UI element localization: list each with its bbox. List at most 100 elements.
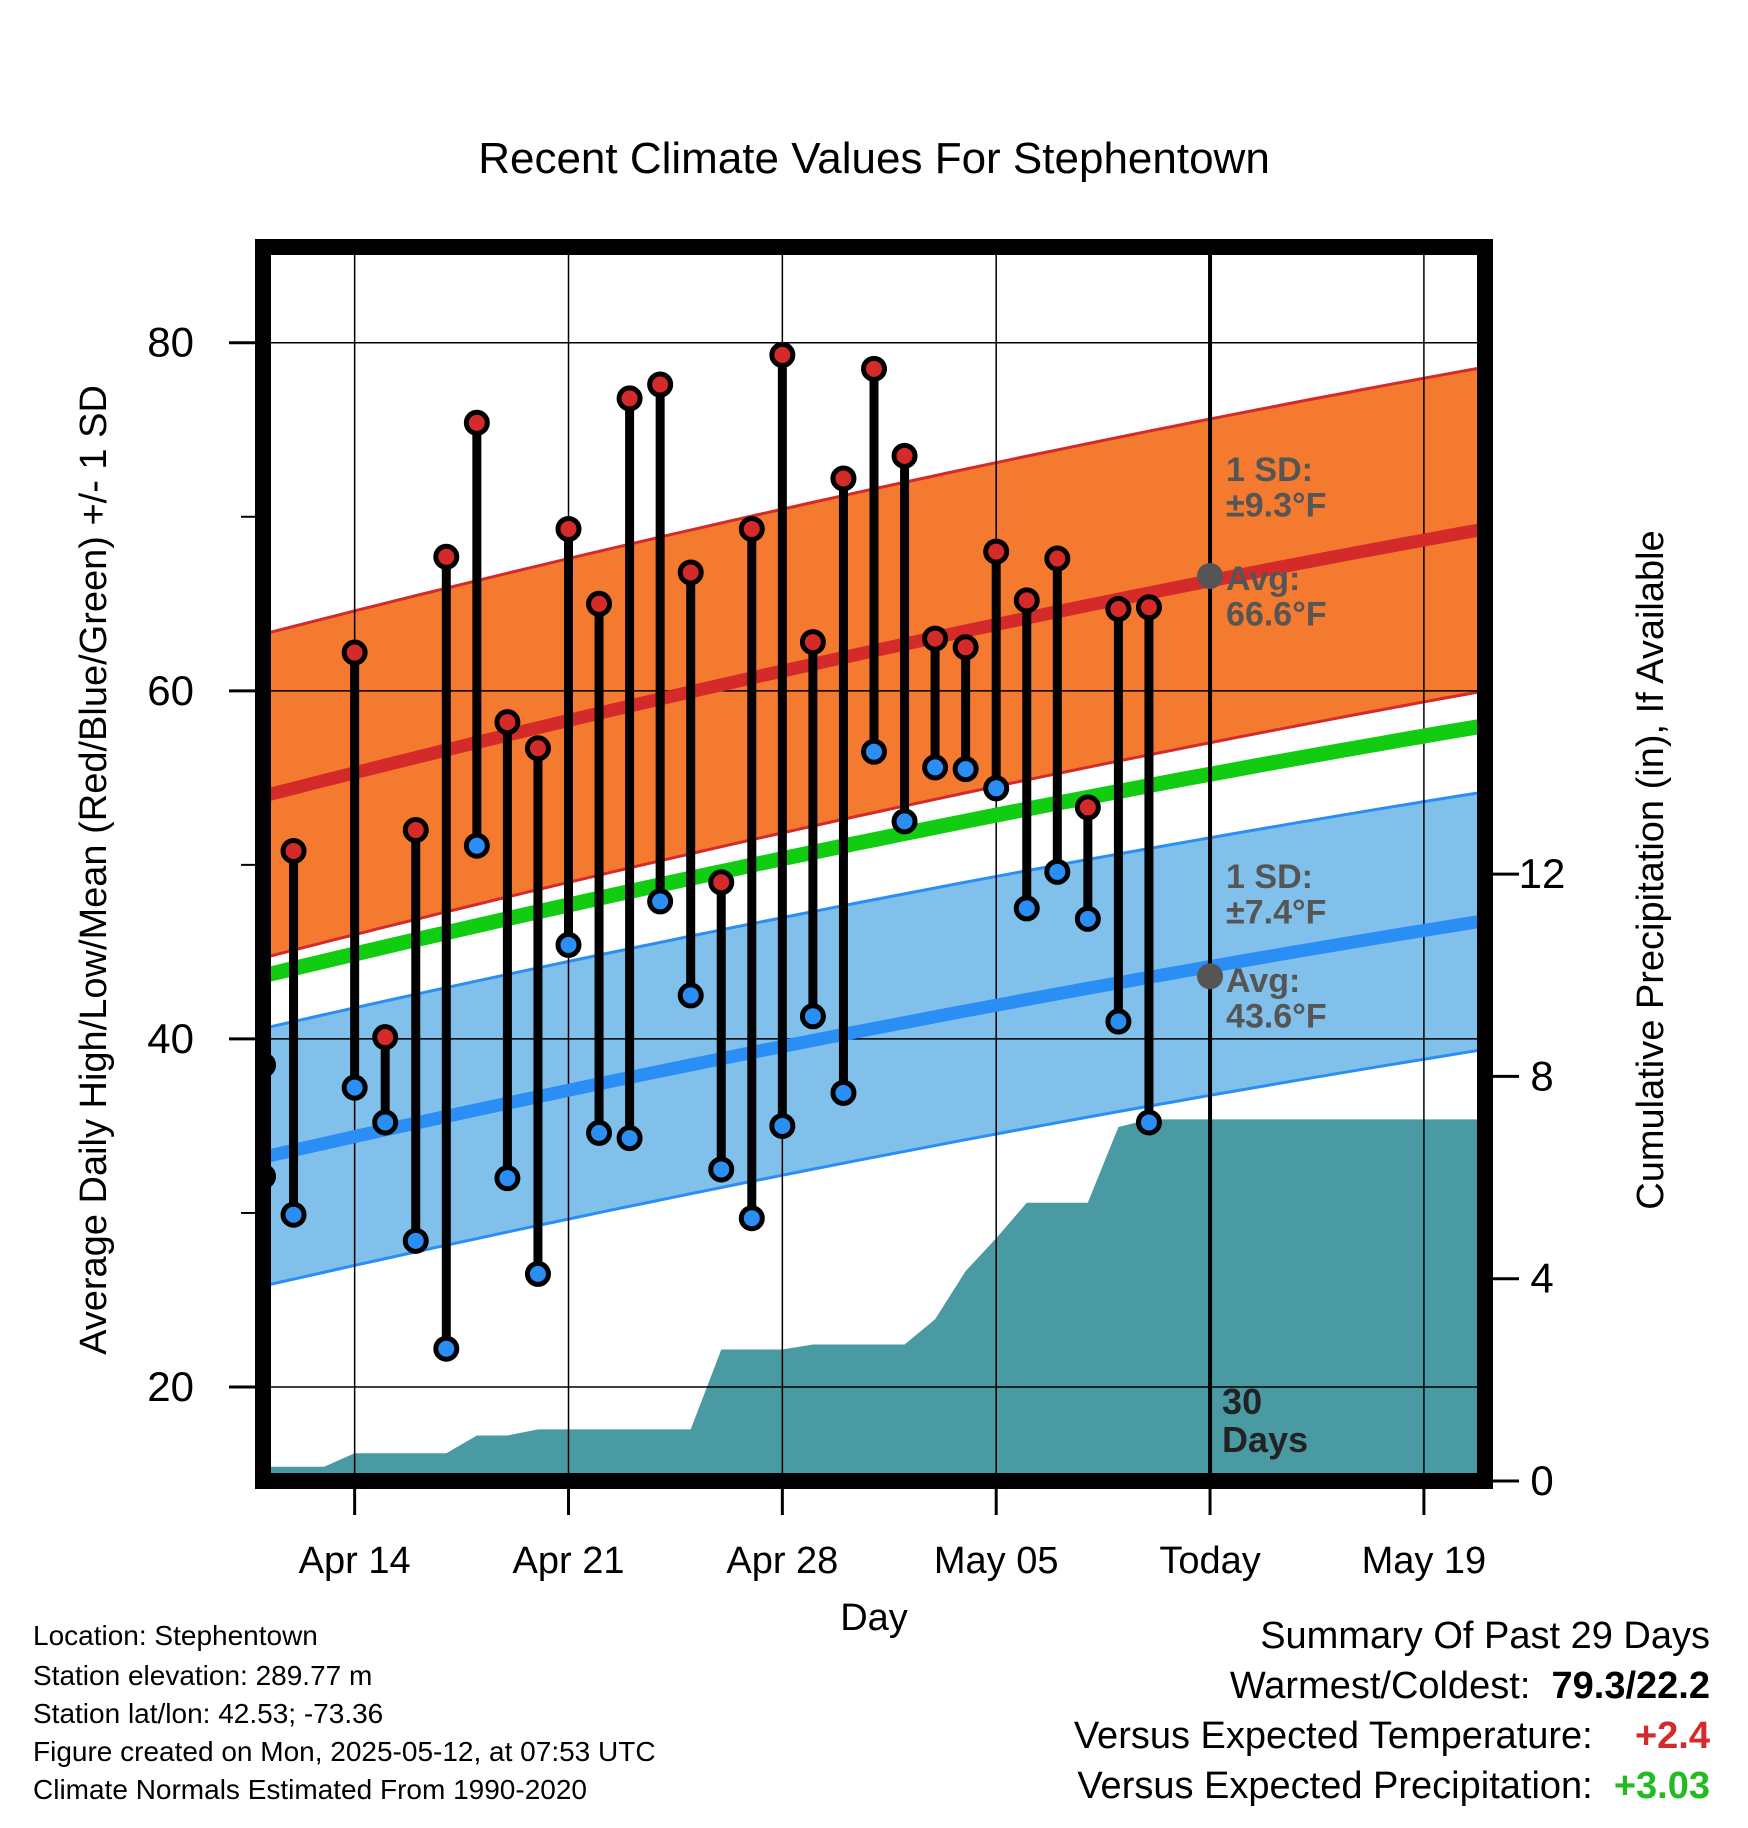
high-point (402, 817, 429, 844)
high-point (769, 341, 796, 368)
x-tick-label: Apr 14 (299, 1540, 411, 1582)
high-point (1074, 794, 1101, 821)
x-tick-label: May 05 (934, 1540, 1059, 1582)
y-left-tick-label: 20 (147, 1363, 194, 1410)
low-sd-upper-line (263, 790, 1485, 1031)
y-axis-label-right: Cumulative Precipitation (in), If Availa… (1630, 530, 1672, 1209)
low-point (738, 1205, 765, 1232)
x-tick-label: Apr 28 (726, 1540, 838, 1582)
mean-normal-line (263, 718, 1485, 984)
low-point (647, 888, 674, 915)
high-point (1013, 587, 1040, 614)
low-point (799, 1003, 826, 1030)
low-sd-annotation: 1 SD: ±7.4°F (1226, 858, 1326, 932)
low-point (677, 982, 704, 1009)
low-point (769, 1112, 796, 1139)
high-avg-annotation: Avg: 66.6°F (1226, 560, 1327, 634)
high-point (738, 515, 765, 542)
y-right-tick-label: 8 (1530, 1052, 1553, 1099)
high-point (463, 409, 490, 436)
today-low-avg-marker (1197, 963, 1224, 990)
low-point (616, 1125, 643, 1152)
low-point (494, 1165, 521, 1192)
y-right-tick-label: 0 (1530, 1457, 1553, 1504)
low-point (586, 1119, 613, 1146)
low-point (1074, 905, 1101, 932)
summary-temp: Versus Expected Temperature: +2.4 (1073, 1715, 1710, 1757)
high-point (799, 629, 826, 656)
high-point (1135, 594, 1162, 621)
high-point (1105, 596, 1132, 623)
summary-precip: Versus Expected Precipitation: +3.03 (1077, 1765, 1710, 1807)
high-point (280, 837, 307, 864)
low-avg-annotation: Avg: 43.6°F (1226, 962, 1327, 1036)
low-point (952, 756, 979, 783)
low-point (402, 1227, 429, 1254)
y-axis-label-left: Average Daily High/Low/Mean (Red/Blue/Gr… (73, 385, 115, 1355)
summary-warm-cold: Warmest/Coldest: 79.3/22.2 (1229, 1665, 1710, 1707)
today-days-label: 30 Days (1222, 1381, 1308, 1460)
high-point (433, 543, 460, 570)
high-point (677, 559, 704, 586)
high-point (616, 385, 643, 412)
low-point (983, 775, 1010, 802)
info-elevation: Station elevation: 289.77 m (33, 1660, 373, 1691)
high-point (1044, 545, 1071, 572)
high-point (922, 625, 949, 652)
info-latlon: Station lat/lon: 42.53; -73.36 (33, 1698, 384, 1729)
summary-temp-value: +2.4 (1634, 1715, 1710, 1757)
high-sd-annotation: 1 SD: ±9.3°F (1226, 451, 1326, 525)
x-tick-label: Today (1159, 1540, 1260, 1582)
low-point (708, 1156, 735, 1183)
low-point (280, 1201, 307, 1228)
plot-clipped-group: 1 SD: ±9.3°F Avg: 66.6°F 1 SD: ±7.4°F Avg: 43.6… (263, 247, 1485, 1481)
low-point (463, 832, 490, 859)
high-point (524, 735, 551, 762)
plot-frame (255, 239, 1493, 1489)
low-point (524, 1260, 551, 1287)
x-tick-label: May 19 (1362, 1540, 1487, 1582)
today-high-avg-marker (1197, 562, 1224, 589)
high-point (341, 639, 368, 666)
high-point (494, 709, 521, 736)
high-point (555, 515, 582, 542)
summary-warm-cold-value: 79.3/22.2 (1551, 1665, 1710, 1707)
y-right-tick-label: 4 (1530, 1255, 1553, 1302)
low-normal-line (263, 914, 1485, 1164)
low-point (1135, 1109, 1162, 1136)
high-point (647, 371, 674, 398)
precip-area (263, 1119, 1485, 1481)
high-point (983, 538, 1010, 565)
y-left-tick-label: 80 (147, 319, 194, 366)
info-normals: Climate Normals Estimated From 1990-2020 (33, 1774, 587, 1805)
y-left-tick-label: 60 (147, 667, 194, 714)
low-point (555, 931, 582, 958)
high-normal-line (263, 522, 1485, 803)
summary-precip-value: +3.03 (1613, 1765, 1710, 1807)
plot-area: 1 SD: ±9.3°F Avg: 66.6°F 1 SD: ±7.4°F Avg: 43.6… (147, 239, 1566, 1582)
y-left-tick-label: 40 (147, 1015, 194, 1062)
low-sd-lower-line (263, 1047, 1485, 1288)
x-axis-label: Day (840, 1597, 908, 1639)
high-sd-upper-line (263, 365, 1485, 636)
summary-title: Summary Of Past 29 Days (1260, 1615, 1710, 1657)
info-location: Location: Stephentown (33, 1620, 318, 1651)
low-point (1013, 895, 1040, 922)
low-point (861, 738, 887, 765)
high-point (861, 355, 887, 382)
low-point (1105, 1008, 1132, 1035)
y-right-tick-label: 12 (1519, 850, 1566, 897)
low-point (891, 808, 918, 835)
chart-title: Recent Climate Values For Stephentown (478, 134, 1270, 183)
info-created: Figure created on Mon, 2025-05-12, at 07… (33, 1736, 656, 1767)
high-sd-lower-line (263, 689, 1485, 960)
high-point (372, 1024, 399, 1051)
low-point (922, 754, 949, 781)
x-tick-label: Apr 21 (513, 1540, 625, 1582)
low-point (1044, 858, 1071, 885)
high-point (830, 465, 857, 492)
low-point (433, 1335, 460, 1362)
high-point (708, 869, 735, 896)
low-point (830, 1079, 857, 1106)
